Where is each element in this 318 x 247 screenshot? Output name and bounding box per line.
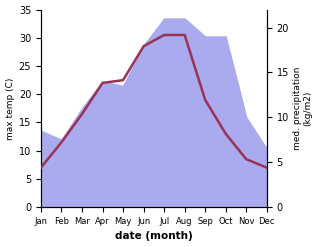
Y-axis label: max temp (C): max temp (C) bbox=[5, 77, 15, 140]
X-axis label: date (month): date (month) bbox=[115, 231, 193, 242]
Y-axis label: med. precipitation
(kg/m2): med. precipitation (kg/m2) bbox=[293, 67, 313, 150]
